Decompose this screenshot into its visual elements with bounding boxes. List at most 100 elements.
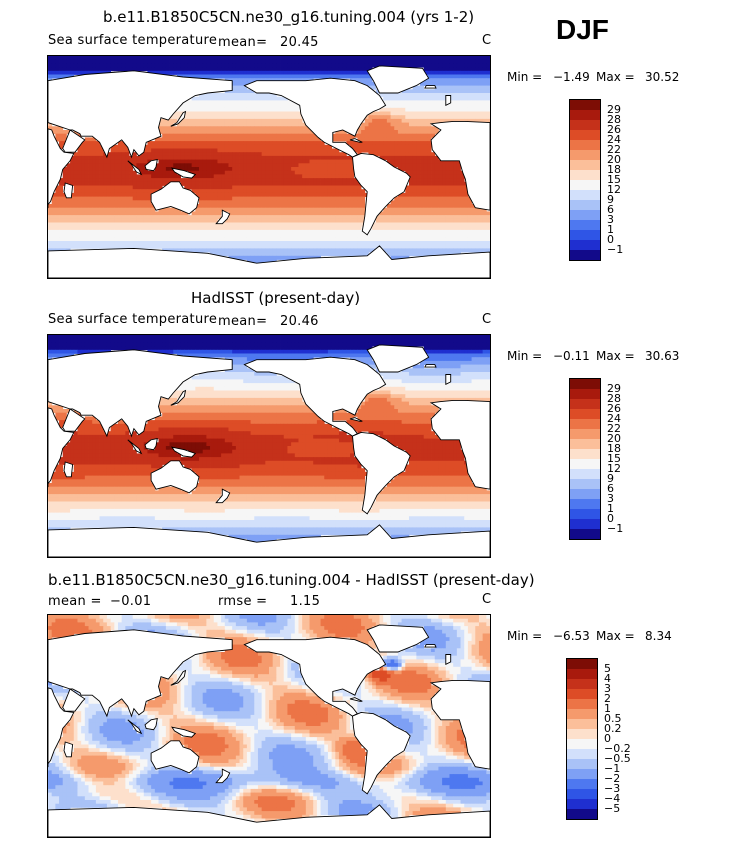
field-cell [77, 152, 82, 157]
field-cell [210, 237, 215, 242]
field-cell [460, 78, 465, 83]
field-cell [195, 100, 200, 105]
field-cell [449, 207, 454, 212]
field-cell [383, 122, 388, 127]
field-cell [106, 204, 112, 209]
field-cell [117, 196, 123, 201]
field-cell [269, 152, 274, 157]
field-cell [405, 111, 410, 116]
field-cell [394, 130, 399, 135]
field-cell [210, 338, 215, 343]
field-cell [478, 237, 484, 242]
field-cell [313, 181, 318, 186]
field-cell [195, 248, 200, 253]
field-cell [445, 207, 450, 212]
landmass [48, 70, 233, 159]
field-cell [154, 163, 159, 168]
field-cell [361, 335, 366, 340]
field-cell [316, 229, 321, 234]
field-cell [84, 56, 89, 61]
field-cell [224, 104, 229, 109]
field-cell [221, 74, 226, 79]
field-cell [81, 63, 86, 68]
field-cell [66, 163, 71, 168]
field-cell [88, 222, 93, 227]
field-cell [316, 167, 321, 172]
field-cell [114, 192, 119, 197]
field-cell [313, 229, 318, 234]
field-cell [276, 167, 281, 172]
field-cell [239, 89, 244, 94]
field-cell [486, 63, 490, 68]
field-cell [243, 222, 248, 227]
field-cell [129, 237, 134, 242]
field-cell [416, 115, 421, 120]
field-cell [180, 133, 185, 138]
field-cell [195, 130, 200, 135]
field-cell [361, 218, 366, 223]
field-cell [184, 159, 189, 164]
field-cell [294, 174, 299, 179]
field-cell [467, 237, 472, 242]
field-cell [320, 241, 325, 246]
field-cell [84, 167, 89, 172]
field-cell [173, 233, 178, 238]
field-cell [199, 335, 204, 340]
field-cell [408, 237, 414, 242]
field-cell [158, 218, 163, 223]
field-cell [162, 218, 167, 223]
field-cell [467, 78, 472, 83]
field-cell [210, 122, 215, 127]
field-cell [246, 155, 251, 160]
field-cell [184, 215, 189, 220]
field-cell [195, 63, 200, 68]
field-cell [84, 70, 89, 75]
field-cell [140, 229, 145, 234]
field-cell [199, 137, 204, 142]
field-cell [486, 248, 490, 253]
field-cell [110, 237, 115, 242]
field-cell [206, 159, 211, 164]
field-cell [423, 130, 428, 135]
field-cell [48, 122, 53, 127]
field-cell [176, 59, 181, 64]
field-cell [394, 148, 399, 153]
field-cell [335, 222, 340, 227]
field-cell [478, 93, 484, 98]
field-cell [342, 159, 347, 164]
field-cell [280, 74, 285, 79]
field-cell [224, 229, 229, 234]
field-cell [431, 107, 436, 112]
map-canvas [48, 56, 490, 278]
field-cell [239, 229, 244, 234]
field-cell [162, 148, 167, 153]
field-cell [327, 335, 333, 340]
field-cell [62, 218, 67, 223]
field-cell [154, 218, 159, 223]
field-cell [191, 118, 196, 123]
field-cell [276, 218, 281, 223]
field-cell [408, 152, 414, 157]
field-cell [309, 211, 314, 216]
field-cell [165, 215, 170, 220]
field-cell [331, 189, 336, 194]
field-cell [353, 200, 358, 205]
field-cell [73, 152, 78, 157]
field-cell [51, 70, 56, 75]
field-cell [213, 237, 218, 242]
field-cell [272, 118, 277, 123]
field-cell [114, 152, 119, 157]
field-cell [246, 63, 251, 68]
field-cell [261, 59, 266, 64]
field-cell [195, 167, 200, 172]
field-cell [272, 115, 277, 120]
field-cell [294, 211, 299, 216]
field-cell [276, 207, 281, 212]
field-cell [70, 163, 75, 168]
field-cell [92, 222, 97, 227]
field-cell [121, 222, 126, 227]
field-cell [140, 241, 145, 246]
field-cell [280, 211, 285, 216]
field-cell [478, 118, 484, 123]
field-cell [169, 70, 174, 75]
